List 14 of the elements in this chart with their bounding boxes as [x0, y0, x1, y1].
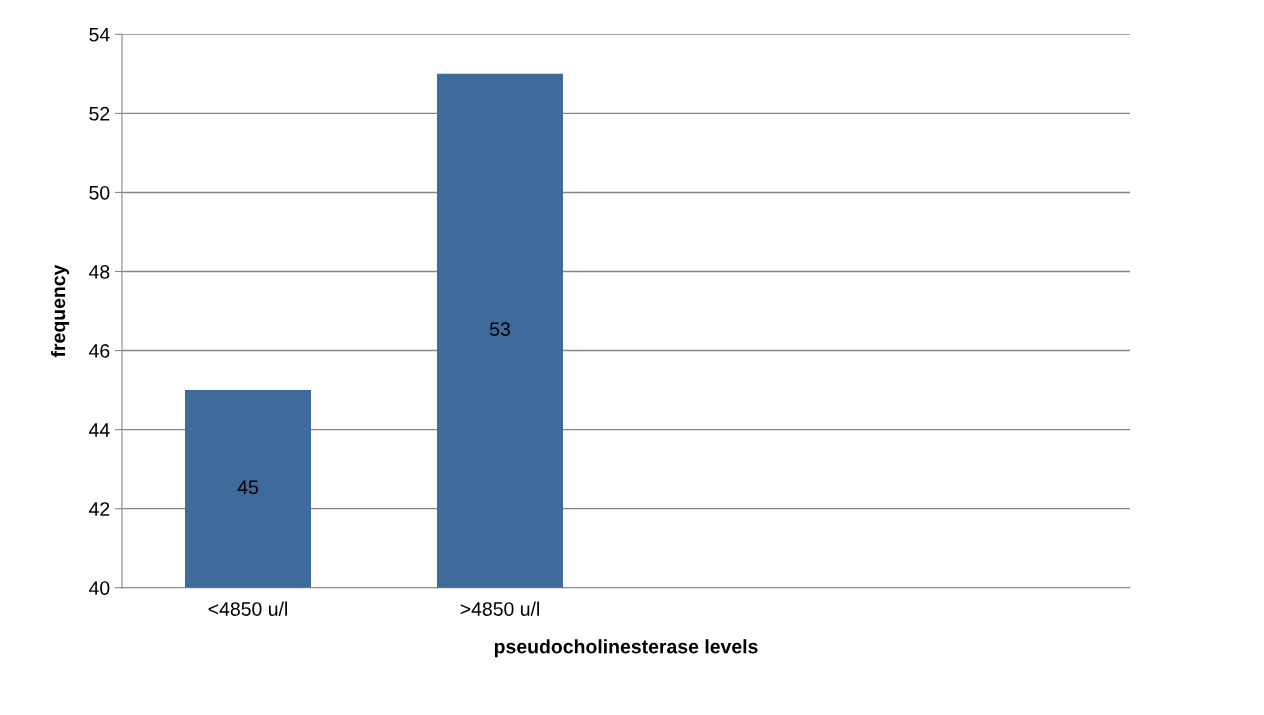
y-tick-label: 44 [88, 423, 110, 437]
x-axis-title: pseudocholinesterase levels [494, 639, 758, 658]
data-label: 53 [489, 322, 510, 337]
y-tick-label: 52 [89, 106, 110, 121]
y-tick-label: 42 [88, 502, 110, 516]
x-tick-label: <4850 u/l [208, 601, 287, 616]
y-tick-label: 48 [88, 264, 110, 279]
y-tick-label: 54 [89, 27, 110, 42]
y-axis-title: frequency [50, 264, 70, 358]
data-label: 45 [237, 480, 258, 495]
x-tick-label: >4850 u/l [460, 601, 539, 616]
y-tick-label: 40 [88, 581, 110, 595]
y-tick-label: 46 [88, 344, 110, 358]
y-tick-label: 50 [89, 185, 110, 200]
